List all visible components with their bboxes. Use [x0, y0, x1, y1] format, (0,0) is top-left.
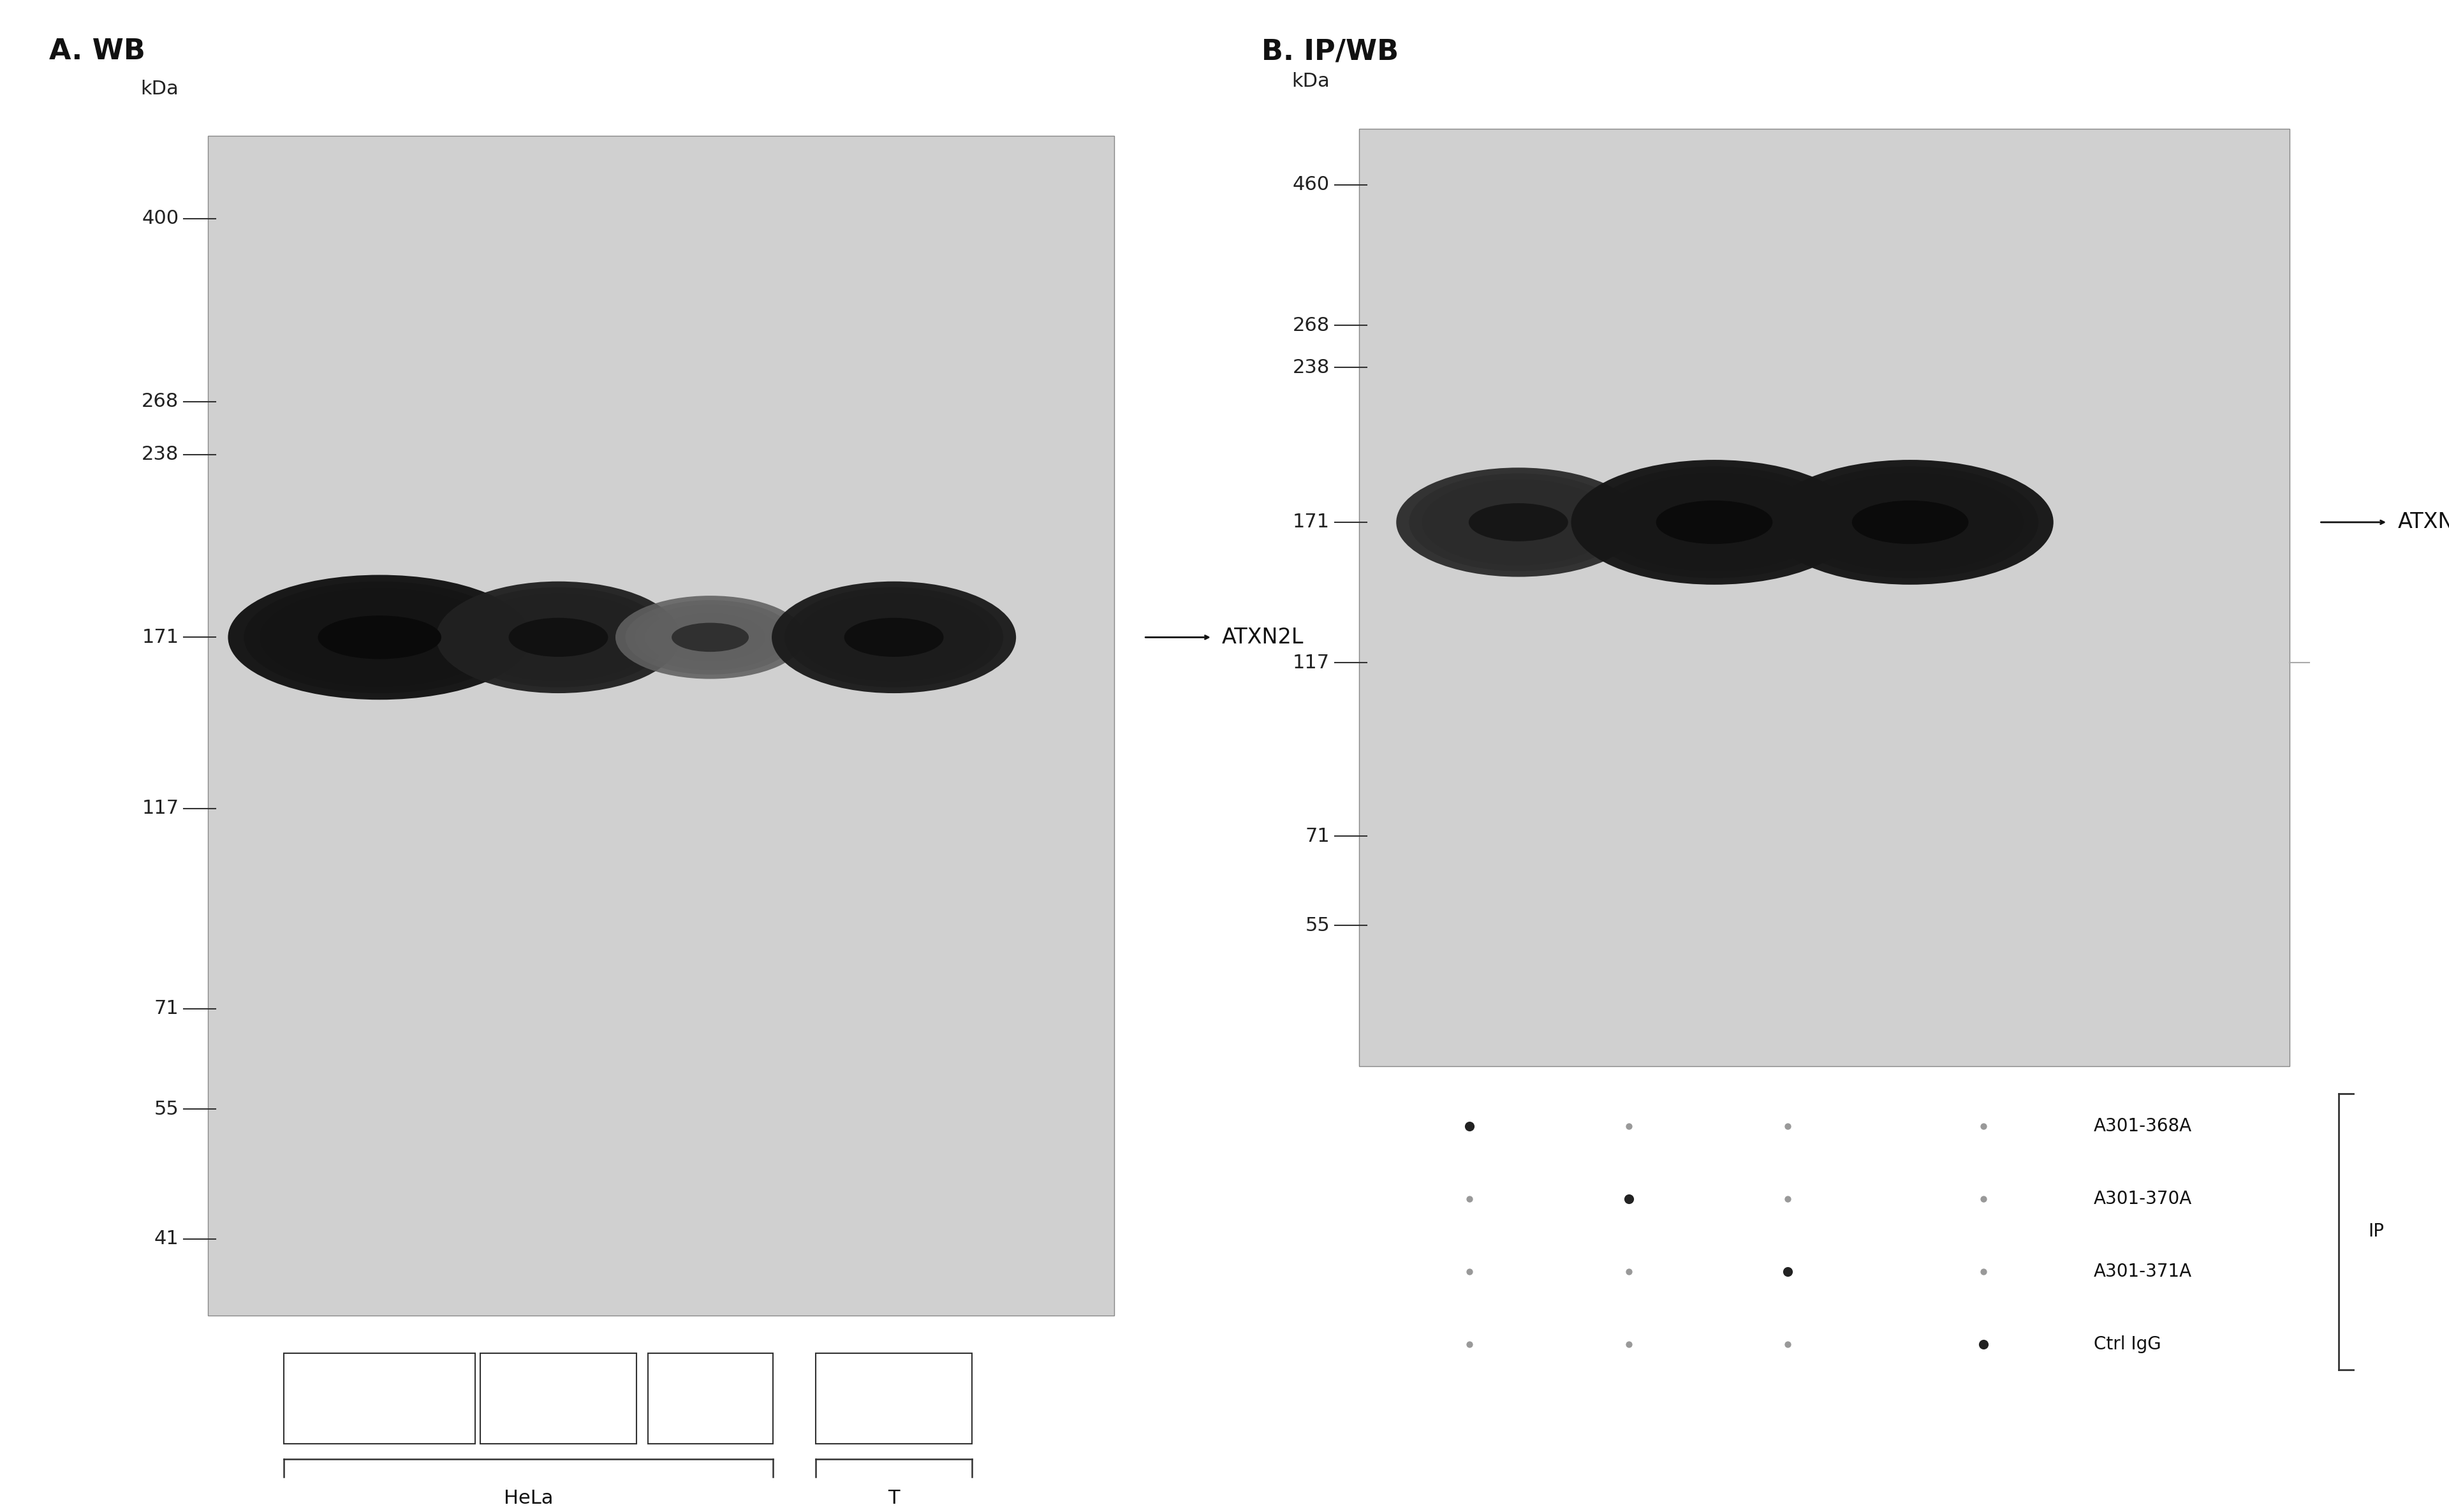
Ellipse shape	[291, 602, 468, 674]
Point	[1768, 1114, 1807, 1139]
Text: 117: 117	[1293, 653, 1330, 673]
Text: 268: 268	[142, 392, 179, 411]
Ellipse shape	[634, 605, 786, 670]
Ellipse shape	[1602, 473, 1827, 572]
Ellipse shape	[1656, 500, 1773, 544]
Text: 41: 41	[154, 1229, 179, 1247]
Text: Ctrl IgG: Ctrl IgG	[2094, 1335, 2162, 1353]
Ellipse shape	[436, 582, 681, 692]
Text: 71: 71	[154, 999, 179, 1018]
Text: kDa: kDa	[1291, 73, 1330, 91]
Text: 171: 171	[142, 627, 179, 647]
Ellipse shape	[823, 605, 965, 670]
Point	[1609, 1332, 1648, 1356]
Text: 238: 238	[142, 445, 179, 464]
Text: 400: 400	[142, 209, 179, 228]
Point	[1450, 1187, 1489, 1211]
Ellipse shape	[1812, 479, 2008, 565]
Text: 268: 268	[1293, 316, 1330, 334]
Ellipse shape	[318, 615, 441, 659]
Text: ATXN2L: ATXN2L	[2398, 511, 2449, 532]
Ellipse shape	[624, 600, 796, 674]
Point	[1450, 1114, 1489, 1139]
Point	[1450, 1332, 1489, 1356]
Ellipse shape	[260, 588, 500, 686]
Point	[1964, 1259, 2003, 1284]
FancyBboxPatch shape	[480, 1353, 637, 1444]
Text: IP: IP	[2368, 1223, 2385, 1241]
Ellipse shape	[1631, 485, 1798, 558]
Text: A301-370A: A301-370A	[2094, 1190, 2192, 1208]
Ellipse shape	[1435, 485, 1602, 559]
FancyBboxPatch shape	[816, 1353, 972, 1444]
Point	[1768, 1332, 1807, 1356]
Point	[1609, 1259, 1648, 1284]
Point	[1609, 1114, 1648, 1139]
Text: 50: 50	[882, 1390, 906, 1408]
Ellipse shape	[1469, 503, 1567, 541]
Ellipse shape	[1447, 490, 1589, 553]
Ellipse shape	[509, 618, 607, 656]
FancyBboxPatch shape	[284, 1353, 475, 1444]
Point	[1964, 1187, 2003, 1211]
Text: 15: 15	[546, 1390, 571, 1408]
Text: A301-368A: A301-368A	[2094, 1117, 2192, 1136]
Ellipse shape	[811, 599, 977, 676]
Ellipse shape	[277, 594, 482, 680]
Text: 55: 55	[1305, 916, 1330, 934]
Ellipse shape	[784, 587, 1004, 688]
Ellipse shape	[644, 609, 776, 665]
Ellipse shape	[487, 605, 629, 670]
Text: T: T	[889, 1489, 899, 1507]
Text: kDa: kDa	[140, 80, 179, 98]
Ellipse shape	[1423, 479, 1614, 565]
Text: 55: 55	[154, 1099, 179, 1119]
Point	[1964, 1332, 2003, 1356]
Text: 71: 71	[1305, 827, 1330, 845]
Ellipse shape	[1827, 485, 1993, 558]
Ellipse shape	[1587, 466, 1842, 578]
Ellipse shape	[245, 582, 514, 692]
Ellipse shape	[671, 623, 749, 652]
FancyBboxPatch shape	[647, 1353, 771, 1444]
Point	[1768, 1259, 1807, 1284]
Ellipse shape	[654, 614, 764, 662]
FancyBboxPatch shape	[208, 136, 1114, 1315]
Point	[1768, 1187, 1807, 1211]
Point	[1609, 1187, 1648, 1211]
Point	[1964, 1114, 2003, 1139]
Ellipse shape	[448, 587, 669, 688]
Ellipse shape	[1572, 460, 1856, 585]
Ellipse shape	[798, 593, 989, 682]
Ellipse shape	[463, 593, 654, 682]
Ellipse shape	[1616, 479, 1812, 565]
Point	[1450, 1259, 1489, 1284]
Text: B. IP/WB: B. IP/WB	[1261, 38, 1398, 65]
Ellipse shape	[1783, 466, 2038, 578]
FancyBboxPatch shape	[1359, 129, 2290, 1066]
Ellipse shape	[1408, 473, 1629, 572]
Text: 117: 117	[142, 798, 179, 818]
Text: 171: 171	[1293, 513, 1330, 532]
Ellipse shape	[771, 582, 1016, 692]
Ellipse shape	[1768, 460, 2052, 585]
Text: 50: 50	[367, 1390, 392, 1408]
Ellipse shape	[1798, 473, 2023, 572]
Text: A. WB: A. WB	[49, 38, 144, 65]
Ellipse shape	[845, 618, 943, 656]
Text: 238: 238	[1293, 358, 1330, 376]
Ellipse shape	[615, 596, 806, 679]
Ellipse shape	[475, 599, 642, 676]
Text: ATXN2L: ATXN2L	[1222, 627, 1303, 647]
Ellipse shape	[1396, 467, 1641, 578]
Text: A301-371A: A301-371A	[2094, 1263, 2192, 1281]
Ellipse shape	[1851, 500, 1969, 544]
Text: 460: 460	[1293, 175, 1330, 194]
Text: HeLa: HeLa	[504, 1489, 553, 1507]
Ellipse shape	[228, 575, 531, 700]
Text: 5: 5	[703, 1390, 718, 1408]
